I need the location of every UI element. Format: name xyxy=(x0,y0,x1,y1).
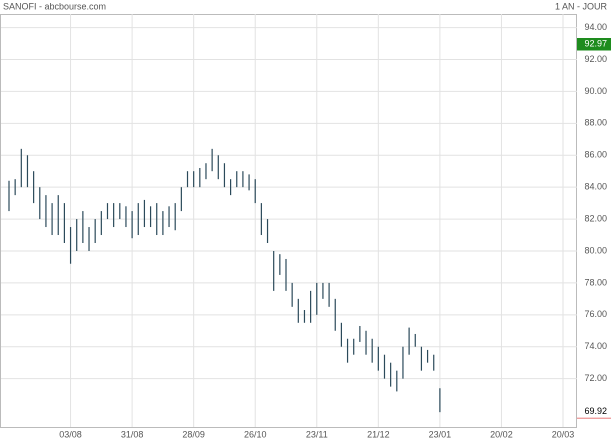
x-tick-label: 23/11 xyxy=(306,429,328,439)
marker-box xyxy=(577,38,611,51)
marker-label: 69.92 xyxy=(584,406,607,416)
chart-title: SANOFI - abcbourse.com xyxy=(3,1,106,11)
y-tick-label: 86.00 xyxy=(584,150,607,160)
x-tick-label: 21/12 xyxy=(367,429,390,439)
y-tick-label: 88.00 xyxy=(584,118,607,128)
x-tick-label: 31/08 xyxy=(121,429,144,439)
y-tick-label: 90.00 xyxy=(584,86,607,96)
y-tick-label: 82.00 xyxy=(584,213,607,223)
y-tick-label: 78.00 xyxy=(584,277,607,287)
marker-box xyxy=(577,405,611,418)
y-tick-label: 94.00 xyxy=(584,22,607,32)
y-tick-label: 76.00 xyxy=(584,309,607,319)
x-tick-label: 20/03 xyxy=(552,429,575,439)
x-tick-label: 20/02 xyxy=(490,429,513,439)
marker-label: 92.97 xyxy=(584,38,607,48)
x-tick-label: 03/08 xyxy=(59,429,82,439)
y-tick-label: 74.00 xyxy=(584,341,607,351)
x-tick-label: 26/10 xyxy=(244,429,267,439)
plot-frame xyxy=(0,14,577,428)
x-tick-label: 23/01 xyxy=(429,429,452,439)
y-tick-label: 84.00 xyxy=(584,182,607,192)
y-tick-label: 72.00 xyxy=(584,373,607,383)
chart-subtitle: 1 AN - JOUR xyxy=(555,1,608,11)
x-tick-label: 28/09 xyxy=(182,429,205,439)
y-tick-label: 92.00 xyxy=(584,54,607,64)
y-tick-label: 80.00 xyxy=(584,245,607,255)
